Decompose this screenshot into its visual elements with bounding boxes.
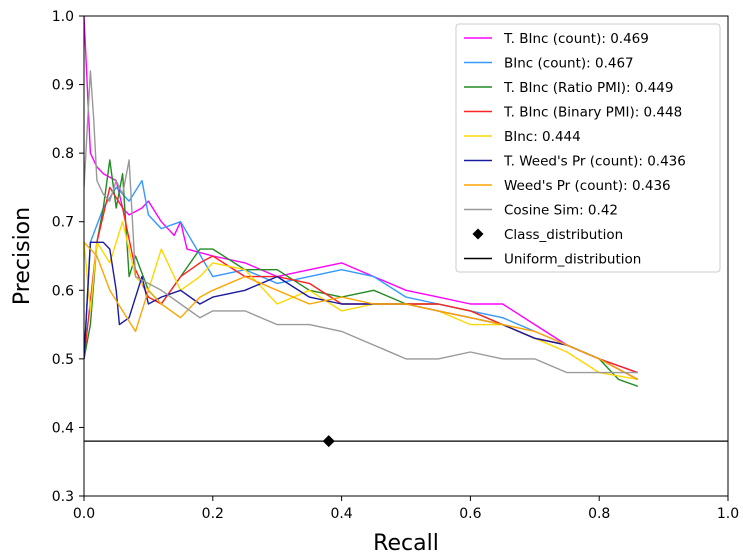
y-tick-label: 0.4: [52, 420, 74, 436]
y-tick-label: 0.9: [52, 78, 74, 94]
y-tick-label: 0.3: [52, 489, 74, 505]
series-line-1: [84, 16, 639, 374]
y-tick-label: 0.8: [52, 146, 74, 162]
y-tick-label: 0.5: [52, 352, 74, 368]
legend: T. BInc (count): 0.469 BInc (count): 0.46…: [455, 23, 721, 273]
legend-entry-label: BInc (count): 0.467: [504, 56, 634, 72]
x-tick-label: 1.0: [717, 506, 739, 522]
legend-entry-label: T. BInc (count): 0.469: [503, 31, 649, 47]
legend-entry-label: T. BInc (Ratio PMI): 0.449: [503, 80, 673, 96]
plot-frame: [83, 15, 729, 497]
legend-entry-label: Cosine Sim: 0.42: [504, 203, 618, 219]
x-tick-label: 0.4: [330, 506, 352, 522]
x-tick-label: 0.6: [459, 506, 481, 522]
y-tick-label: 0.7: [52, 215, 74, 231]
legend-entry-label: Weed's Pr (count): 0.436: [504, 178, 671, 194]
plot-lines: [84, 16, 639, 387]
legend-entry-label: BInc: 0.444: [504, 129, 581, 145]
x-tick-label: 0.8: [588, 506, 610, 522]
y-tick-label: 1.0: [52, 9, 74, 25]
legend-entry-label: Class_distribution: [504, 227, 623, 243]
axes: 0.0 0.2 0.4 0.6 0.8 1.0 0.3 0.4 0.5 0.6 0.7 0.8 0.9 1…: [52, 9, 739, 522]
x-tick-label: 0.2: [202, 506, 224, 522]
y-tick-label: 0.6: [52, 283, 74, 299]
series-line-2: [84, 179, 639, 374]
legend-entry-label: T. BInc (Binary PMI): 0.448: [503, 105, 682, 121]
x-tick-label: 0.0: [73, 506, 95, 522]
legend-box: [455, 23, 721, 273]
y-axis-label: Precision: [10, 207, 35, 305]
reference-layer: [84, 435, 728, 448]
series-line-8: [84, 70, 638, 374]
legend-swatch-diamond: [472, 228, 484, 240]
series-line-7: [84, 241, 639, 381]
legend-entry-label: Uniform_distribution: [504, 252, 641, 268]
class-distribution-marker: [322, 435, 335, 448]
legend-entry-label: T. Weed's Pr (count): 0.436: [503, 154, 686, 170]
x-axis-label: Recall: [373, 531, 439, 555]
